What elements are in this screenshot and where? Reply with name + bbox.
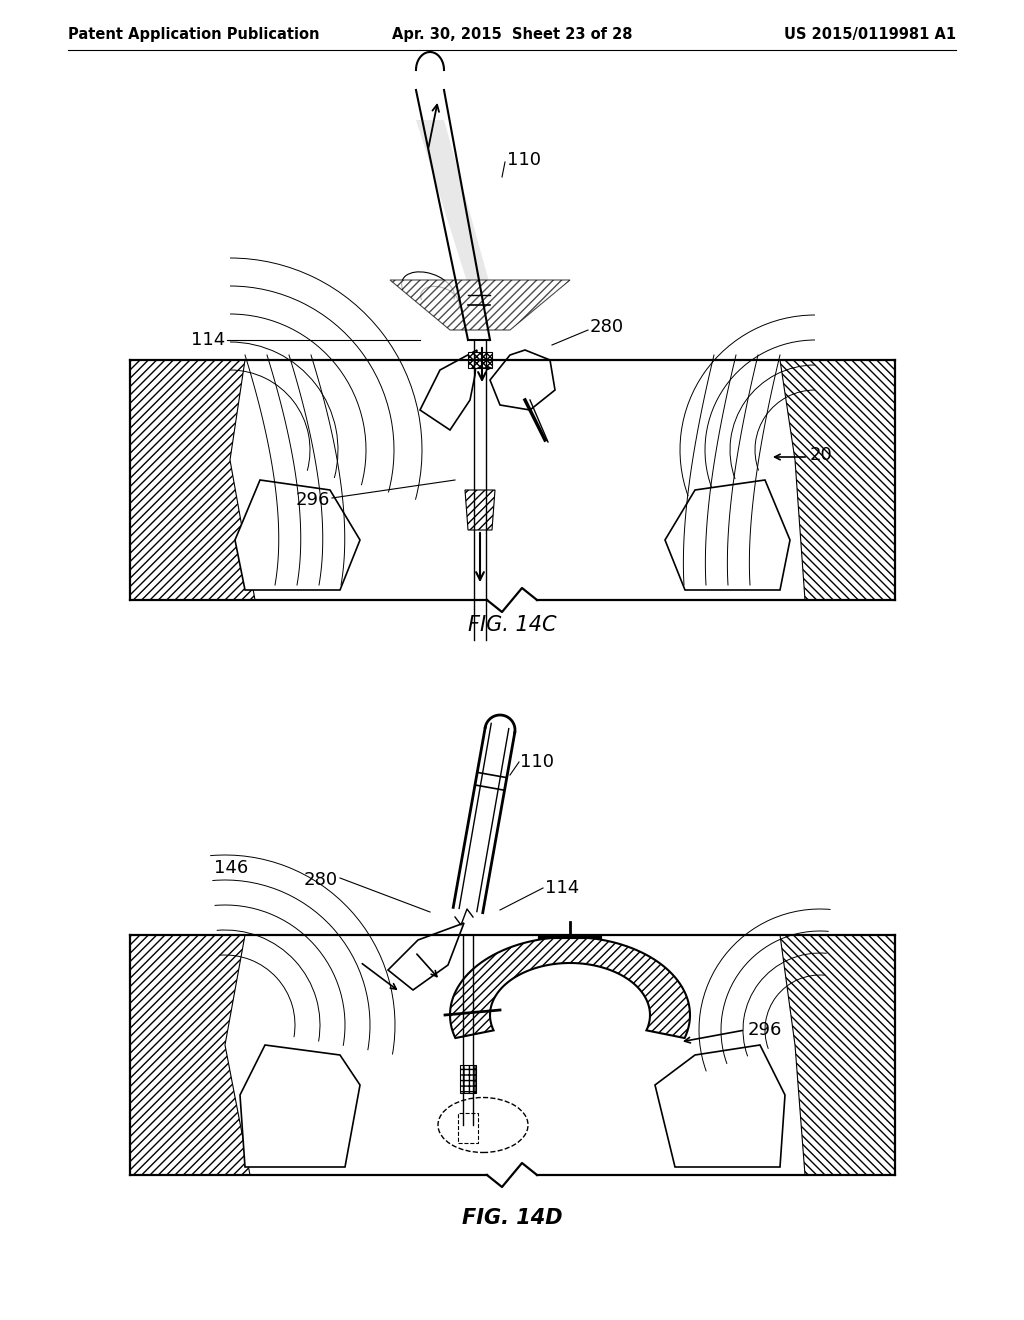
- Text: 114: 114: [190, 331, 225, 348]
- Polygon shape: [130, 360, 255, 601]
- Text: 280: 280: [590, 318, 624, 337]
- Text: 146: 146: [214, 859, 248, 876]
- Polygon shape: [450, 937, 690, 1038]
- Text: FIG. 14D: FIG. 14D: [462, 1208, 562, 1228]
- Polygon shape: [420, 350, 477, 430]
- Polygon shape: [240, 1045, 360, 1167]
- Polygon shape: [780, 360, 895, 601]
- Text: 296: 296: [296, 491, 330, 510]
- Text: 20: 20: [810, 446, 833, 465]
- Polygon shape: [655, 1045, 785, 1167]
- Polygon shape: [130, 935, 250, 1175]
- Polygon shape: [388, 923, 464, 990]
- Text: FIG. 14C: FIG. 14C: [468, 615, 556, 635]
- Polygon shape: [460, 1065, 476, 1093]
- Polygon shape: [780, 935, 895, 1175]
- Text: 114: 114: [545, 879, 580, 898]
- Text: 296: 296: [748, 1020, 782, 1039]
- Polygon shape: [465, 490, 495, 531]
- Polygon shape: [468, 352, 492, 368]
- Text: US 2015/0119981 A1: US 2015/0119981 A1: [784, 28, 956, 42]
- Text: Apr. 30, 2015  Sheet 23 of 28: Apr. 30, 2015 Sheet 23 of 28: [392, 28, 632, 42]
- Polygon shape: [490, 350, 555, 411]
- Polygon shape: [234, 480, 360, 590]
- Polygon shape: [665, 480, 790, 590]
- Text: Patent Application Publication: Patent Application Publication: [68, 28, 319, 42]
- Text: 110: 110: [507, 150, 541, 169]
- Polygon shape: [416, 120, 490, 285]
- Text: 110: 110: [520, 752, 554, 771]
- Polygon shape: [390, 280, 570, 330]
- Text: 280: 280: [304, 871, 338, 888]
